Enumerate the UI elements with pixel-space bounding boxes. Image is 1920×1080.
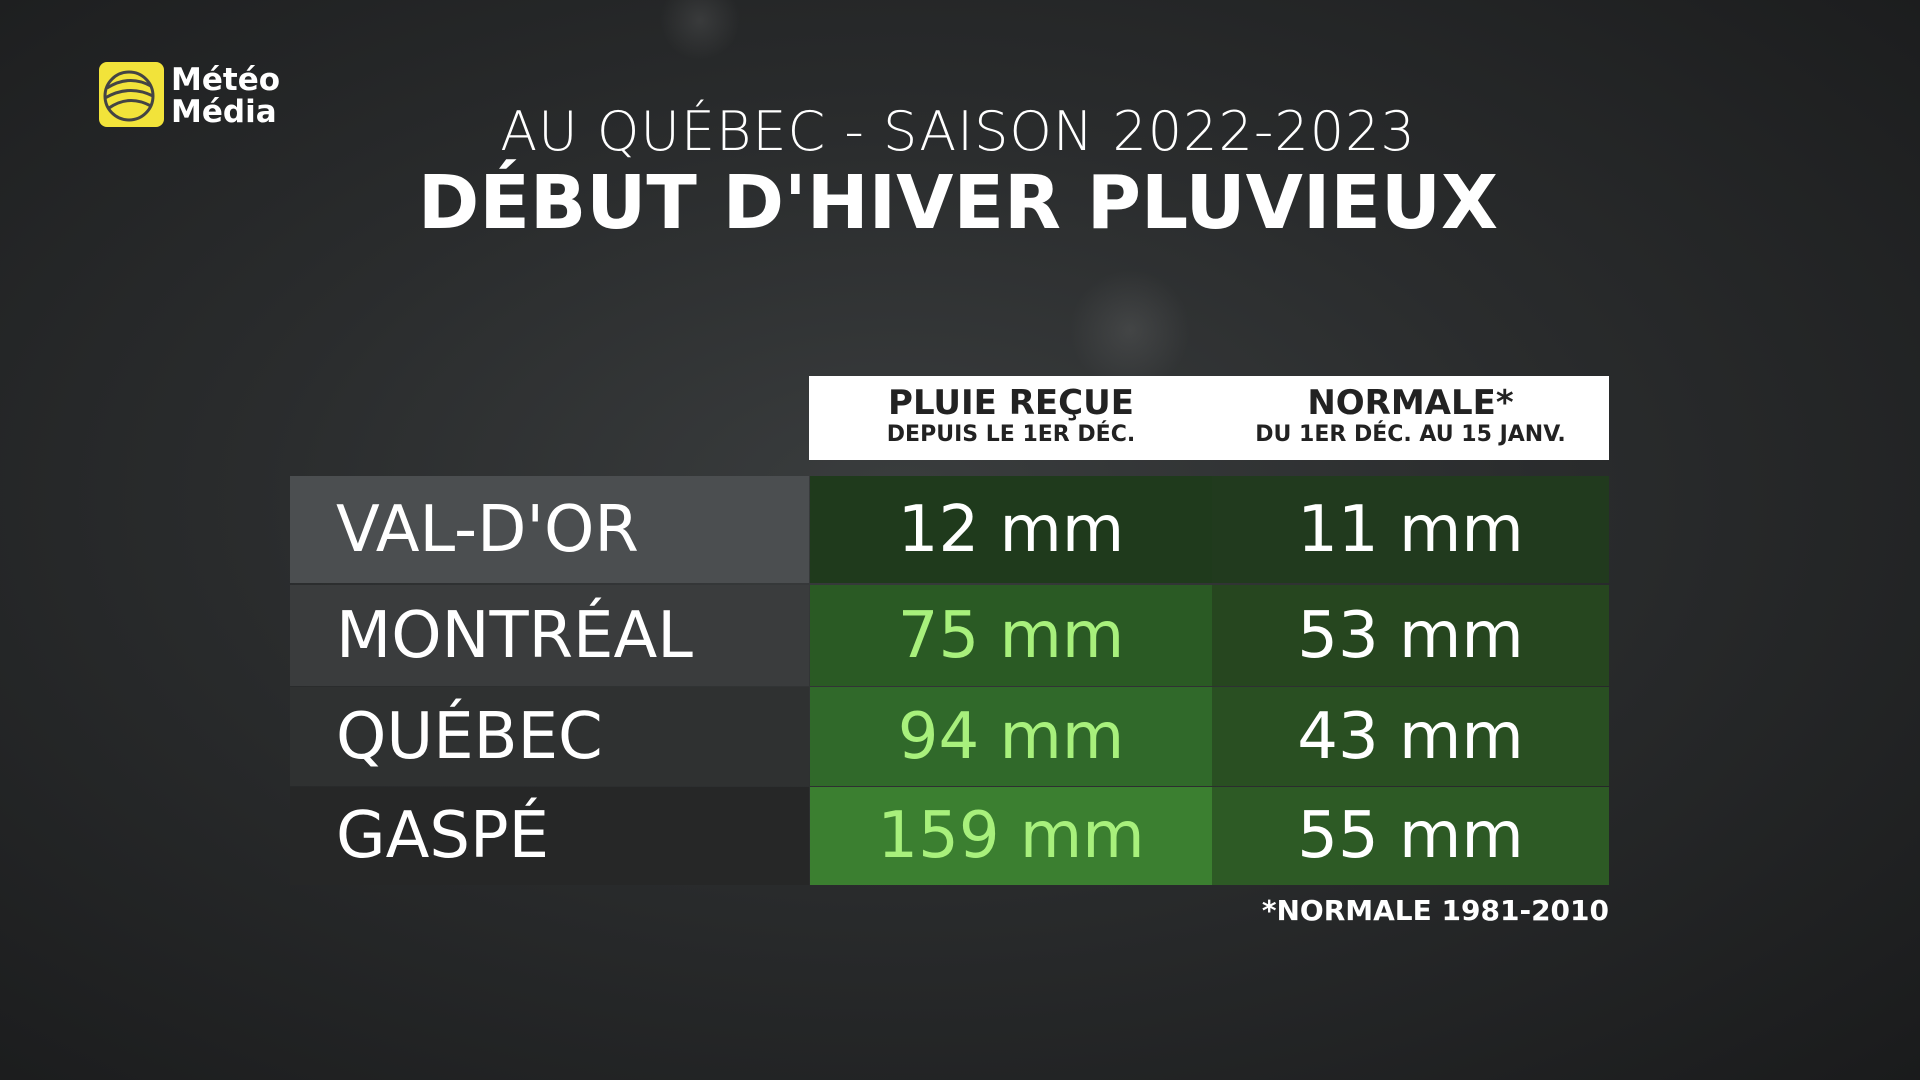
logo-globe [103, 70, 155, 122]
column-subtitle: DU 1ER DÉC. AU 15 JANV. [1255, 422, 1566, 447]
value-cell: 159 mm [810, 787, 1212, 885]
column-title: NORMALE* [1307, 383, 1514, 423]
value-cell: 53 mm [1212, 585, 1609, 686]
value-cell: 75 mm [810, 585, 1212, 686]
value-cell: 12 mm [810, 476, 1212, 583]
column-header: PLUIE REÇUE DEPUIS LE 1ER DÉC. [810, 376, 1212, 460]
column-header-box [809, 376, 1609, 460]
row-label: MONTRÉAL [290, 585, 809, 686]
logo-icon [99, 62, 164, 127]
footnote: *NORMALE 1981-2010 [1261, 894, 1609, 927]
column-header: NORMALE* DU 1ER DÉC. AU 15 JANV. [1212, 376, 1609, 460]
title: DÉBUT D'HIVER PLUVIEUX [417, 160, 1499, 246]
subtitle: AU QUÉBEC - SAISON 2022-2023 [500, 100, 1416, 163]
value-cell: 11 mm [1212, 476, 1609, 583]
value-cell: 55 mm [1212, 787, 1609, 885]
value-cell: 43 mm [1212, 687, 1609, 786]
column-subtitle: DEPUIS LE 1ER DÉC. [886, 422, 1136, 447]
row-label: GASPÉ [290, 787, 809, 885]
column-title: PLUIE REÇUE [888, 383, 1134, 423]
logo-text: Météo [171, 62, 281, 98]
logo-text: Média [171, 94, 277, 130]
row-label: QUÉBEC [290, 687, 809, 786]
value-cell: 94 mm [810, 687, 1212, 786]
row-label: VAL-D'OR [290, 476, 809, 583]
